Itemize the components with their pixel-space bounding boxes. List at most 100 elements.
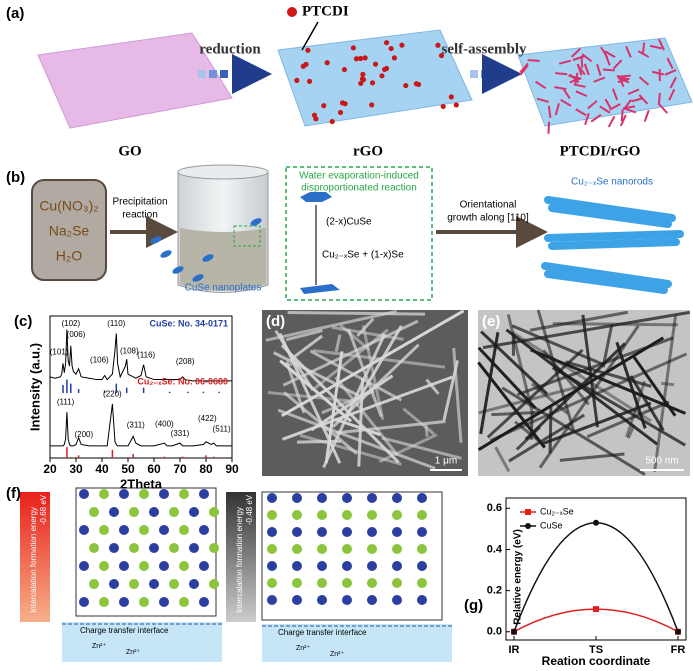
- x-tick-label: 90: [225, 462, 239, 476]
- reagent: H₂O: [56, 248, 83, 264]
- atom: [139, 561, 149, 571]
- atom: [367, 561, 377, 571]
- ptcdi-rod: [555, 73, 567, 74]
- nanoplate: [149, 235, 162, 246]
- peak-label: (422): [198, 414, 217, 423]
- y-tick-label: 0.2: [487, 585, 502, 597]
- atom: [199, 525, 209, 535]
- ptcdi-dot: [363, 55, 368, 60]
- peak-label: (108): [120, 346, 139, 355]
- panel-label: (b): [6, 169, 25, 186]
- peak-label: (006): [67, 330, 86, 339]
- ptcdi-dot: [369, 102, 374, 107]
- panel-label: (d): [266, 313, 285, 330]
- legend-label: Cu₂₋ₓSe: [540, 506, 574, 516]
- atom: [367, 527, 377, 537]
- ptcdi-dot: [384, 40, 389, 45]
- energy-value: -0.48 eV: [245, 494, 254, 525]
- interface-label: Charge transfer interface: [278, 628, 367, 637]
- legend-label: CuSe: No. 34-0171: [149, 318, 228, 328]
- atom: [367, 510, 377, 520]
- atom: [417, 561, 427, 571]
- ptcdi-dot: [294, 78, 299, 83]
- atom: [317, 595, 327, 605]
- atom: [199, 561, 209, 571]
- atom: [292, 595, 302, 605]
- step-label: self-assembly: [442, 41, 527, 57]
- reagent: Na₂Se: [49, 223, 90, 239]
- ptcdi-dot: [338, 110, 343, 115]
- box-title: disproportionated reaction: [301, 183, 417, 194]
- product-label: Cu₂₋ₓSe nanorods: [571, 177, 653, 188]
- nanorods: [545, 200, 680, 290]
- atom: [392, 595, 402, 605]
- step-label: reaction: [122, 210, 158, 221]
- atom: [392, 510, 402, 520]
- x-tick-label: IR: [509, 644, 520, 656]
- x-tick-label: 60: [147, 462, 161, 476]
- cell: [262, 492, 442, 620]
- ptcdi-dot: [358, 56, 363, 61]
- ptcdi-dot: [414, 81, 419, 86]
- x-tick-label: 70: [173, 462, 187, 476]
- atom: [267, 544, 277, 554]
- atom: [367, 544, 377, 554]
- atom: [317, 510, 327, 520]
- decorations: [20, 7, 692, 662]
- atom: [159, 561, 169, 571]
- x-tick-label: FR: [671, 644, 686, 656]
- atom: [99, 561, 109, 571]
- atom: [159, 597, 169, 607]
- atom: [209, 507, 219, 517]
- ptcdi-dot: [303, 62, 308, 67]
- ptcdi-rod: [603, 69, 615, 70]
- ptcdi-dot: [441, 104, 446, 109]
- point: [593, 520, 599, 526]
- peak-label: (102): [61, 319, 80, 328]
- atom: [292, 544, 302, 554]
- atom: [317, 527, 327, 537]
- atom: [129, 579, 139, 589]
- peak-label: (400): [155, 419, 174, 428]
- peak-label: (116): [137, 350, 155, 359]
- ptcdi-rod: [659, 93, 660, 105]
- ptcdi-dot: [305, 48, 310, 53]
- ptcdi-icon: [287, 7, 297, 17]
- atom: [267, 595, 277, 605]
- atom: [209, 543, 219, 553]
- atom: [342, 595, 352, 605]
- peak-label: (111): [57, 398, 75, 407]
- legend-marker: [525, 509, 531, 515]
- point: [511, 629, 517, 635]
- ptcdi-dot: [360, 72, 365, 77]
- atom: [159, 525, 169, 535]
- atom: [179, 489, 189, 499]
- fiber: [288, 313, 425, 315]
- ptcdi-dot: [330, 119, 335, 124]
- ptcdi-rod: [548, 122, 549, 134]
- panel-label: (g): [464, 597, 483, 614]
- atom: [367, 595, 377, 605]
- ptcdi-dot: [307, 79, 312, 84]
- reactant: (2-x)CuSe: [326, 217, 372, 228]
- atom: [292, 578, 302, 588]
- peak-label: (220): [103, 390, 122, 399]
- legend-label: CuSe: [540, 520, 563, 530]
- ptcdi-dot: [321, 103, 326, 108]
- panel-label: (c): [14, 313, 32, 330]
- x-tick-label: 40: [95, 462, 109, 476]
- atom: [89, 543, 99, 553]
- atom: [139, 525, 149, 535]
- atom: [179, 561, 189, 571]
- fiber: [426, 425, 427, 437]
- atom: [417, 544, 427, 554]
- atom: [292, 493, 302, 503]
- ptcdi-rod: [609, 116, 615, 127]
- peak-label: (106): [90, 356, 109, 365]
- atom: [267, 561, 277, 571]
- beaker-label: CuSe nanoplates: [185, 283, 262, 294]
- atom: [267, 527, 277, 537]
- x-tick-label: 50: [121, 462, 135, 476]
- atom: [169, 543, 179, 553]
- ptcdi-rod: [643, 43, 644, 55]
